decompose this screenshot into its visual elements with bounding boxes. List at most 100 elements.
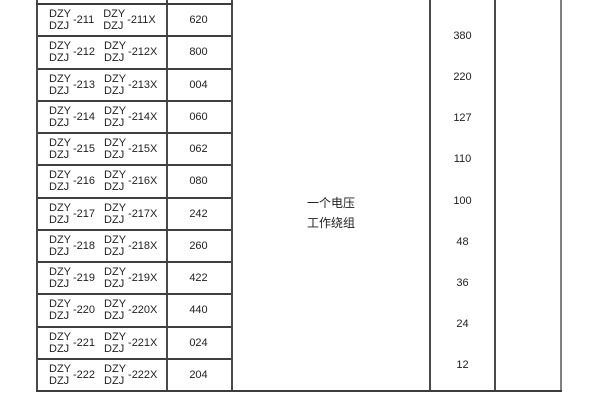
brand-bottom: DZJ xyxy=(104,213,125,226)
brand-bottom: DZJ xyxy=(49,245,70,258)
table-row: DZY DZJ -214 DZY DZJ -214X 060 xyxy=(38,102,231,134)
brand-top: DZY xyxy=(104,330,127,343)
model-cell: DZY DZJ -221 DZY DZJ -221X xyxy=(38,328,166,358)
brand-top: DZY xyxy=(103,8,126,21)
model-cell: DZY DZJ -213 DZY DZJ -213X xyxy=(38,70,166,100)
table-rule-top xyxy=(36,3,233,5)
model-brand-pair: DZY DZJ xyxy=(49,298,71,322)
model-cell: DZY DZJ -220 DZY DZJ -220X xyxy=(38,295,166,325)
brand-top: DZY xyxy=(49,362,71,375)
brand-bottom: DZJ xyxy=(49,278,70,291)
model-brand-pair: DZY DZJ xyxy=(49,40,71,64)
voltage-value: 12 xyxy=(456,359,469,371)
cell-value: 080 xyxy=(189,175,208,188)
model-code: -216 xyxy=(73,175,96,188)
model-cell: DZY DZJ -214 DZY DZJ -214X xyxy=(38,102,166,132)
table-border-left xyxy=(36,0,38,392)
brand-bottom: DZJ xyxy=(49,342,70,355)
brand-bottom: DZJ xyxy=(49,149,70,162)
brand-top: DZY xyxy=(104,72,127,85)
model-brand-pair: DZY DZJ xyxy=(104,137,126,161)
table-row: DZY DZJ -212 DZY DZJ -212X 800 xyxy=(38,37,231,70)
model-code: -215 xyxy=(73,143,96,156)
model-code-x: -211X xyxy=(127,14,156,27)
brand-top: DZY xyxy=(49,233,71,246)
model-code: -218 xyxy=(73,239,96,252)
table-row: DZY DZJ -220 DZY DZJ -220X 440 xyxy=(38,295,231,328)
model-brand-pair: DZY DZJ xyxy=(49,234,71,258)
brand-top: DZY xyxy=(49,8,71,21)
brand-bottom: DZJ xyxy=(104,149,125,162)
brand-top: DZY xyxy=(104,137,127,150)
table-row: DZY DZJ -222 DZY DZJ -222X 204 xyxy=(38,360,231,390)
model-code-x: -216X xyxy=(128,175,158,188)
model-code-x: -220X xyxy=(128,304,158,317)
model-code: -221 xyxy=(73,336,96,349)
voltage-value: 220 xyxy=(453,71,472,84)
model-code-x: -215X xyxy=(128,143,158,156)
model-brand-pair: DZY DZJ xyxy=(49,331,71,355)
table-border-right xyxy=(560,0,562,392)
model-code: -213 xyxy=(73,78,96,91)
model-brand-pair: DZY DZJ xyxy=(49,137,71,161)
cell-value: 062 xyxy=(189,143,208,156)
model-brand-pair: DZY DZJ xyxy=(104,266,126,290)
table-row: DZY DZJ -219 DZY DZJ -219X 422 xyxy=(38,263,231,296)
brand-bottom: DZJ xyxy=(49,181,70,194)
brand-top: DZY xyxy=(104,40,127,53)
cell-value: 004 xyxy=(189,78,208,91)
brand-bottom: DZJ xyxy=(104,181,125,194)
brand-bottom: DZJ xyxy=(104,342,125,355)
model-brand-pair: DZY DZJ xyxy=(49,363,71,387)
table-border-value-note xyxy=(231,0,233,392)
model-cell: DZY DZJ -219 DZY DZJ -219X xyxy=(38,263,166,293)
table-row: DZY DZJ -218 DZY DZJ -218X 260 xyxy=(38,231,231,263)
table-row: DZY DZJ -217 DZY DZJ -217X 242 xyxy=(38,199,231,231)
model-code: -212 xyxy=(73,46,96,59)
model-code-x: -219X xyxy=(128,272,158,285)
value-cell: 004 xyxy=(166,70,231,100)
cell-value: 260 xyxy=(189,239,208,252)
model-code: -217 xyxy=(73,207,96,220)
brand-bottom: DZJ xyxy=(49,213,70,226)
brand-top: DZY xyxy=(104,104,127,117)
model-brand-pair: DZY DZJ xyxy=(49,8,71,32)
brand-bottom: DZJ xyxy=(104,84,125,97)
model-brand-pair: DZY DZJ xyxy=(104,331,126,355)
cell-value: 060 xyxy=(189,110,208,123)
value-cell: 080 xyxy=(166,166,231,196)
value-cell: 242 xyxy=(166,199,231,229)
brand-bottom: DZJ xyxy=(49,52,70,65)
model-cell: DZY DZJ -218 DZY DZJ -218X xyxy=(38,231,166,261)
model-cell: DZY DZJ -215 DZY DZJ -215X xyxy=(38,134,166,164)
model-brand-pair: DZY DZJ xyxy=(49,73,71,97)
brand-top: DZY xyxy=(49,104,71,117)
table-row: DZY DZJ -213 DZY DZJ -213X 004 xyxy=(38,70,231,102)
model-code: -214 xyxy=(73,110,96,123)
value-cell: 422 xyxy=(166,263,231,293)
cell-value: 440 xyxy=(189,304,208,317)
brand-bottom: DZJ xyxy=(104,52,125,65)
value-cell: 024 xyxy=(166,328,231,358)
model-brand-pair: DZY DZJ xyxy=(104,202,126,226)
model-code: -220 xyxy=(73,304,96,317)
brand-top: DZY xyxy=(104,169,127,182)
model-code-x: -217X xyxy=(128,207,158,220)
voltage-value: 48 xyxy=(456,235,469,248)
model-cell: DZY DZJ -211 DZY DZJ -211X xyxy=(38,5,166,35)
winding-note-text: 一个电压 工作绕组 xyxy=(233,196,429,230)
brand-top: DZY xyxy=(49,298,71,311)
brand-bottom: DZJ xyxy=(104,310,125,323)
table-border-voltage-empty xyxy=(494,0,496,392)
brand-bottom: DZJ xyxy=(104,374,125,387)
table-border-note-voltage xyxy=(429,0,431,392)
voltage-column: 380 220 127 110 100 48 36 24 12 xyxy=(431,0,494,392)
model-cell: DZY DZJ -216 DZY DZJ -216X xyxy=(38,166,166,196)
voltage-value: 100 xyxy=(453,194,472,207)
model-cell: DZY DZJ -217 DZY DZJ -217X xyxy=(38,199,166,229)
cell-value: 800 xyxy=(189,46,208,59)
winding-note-cell: 一个电压 工作绕组 xyxy=(233,0,429,392)
value-cell: 204 xyxy=(166,360,231,390)
model-brand-pair: DZY DZJ xyxy=(49,202,71,226)
table-rule-bottom xyxy=(36,390,562,392)
